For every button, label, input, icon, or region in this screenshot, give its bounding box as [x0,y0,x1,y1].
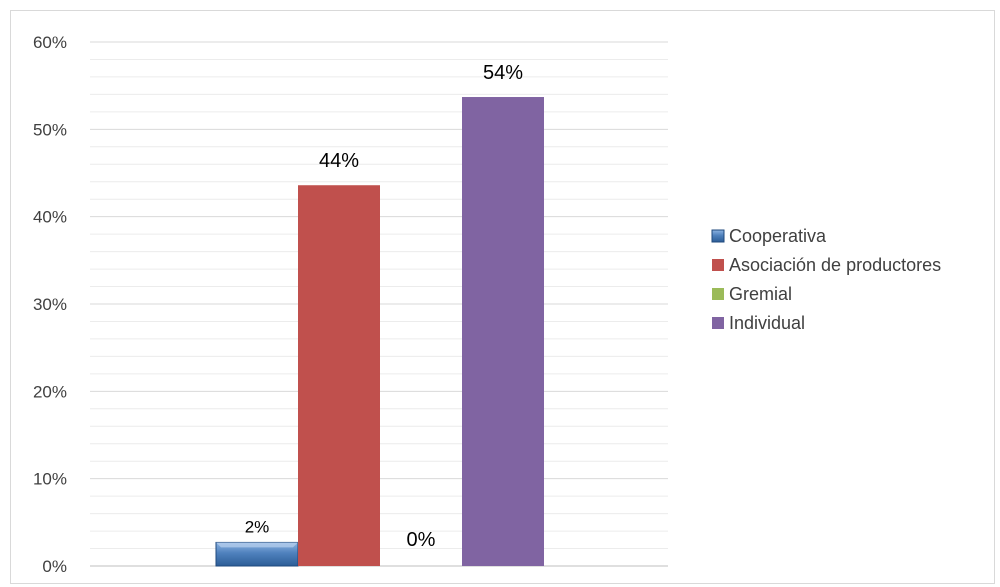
y-tick-label: 50% [33,120,67,139]
bar-asociacion [298,185,380,566]
y-tick-label: 60% [33,33,67,52]
legend-label: Cooperativa [729,226,827,246]
legend-label: Asociación de productores [729,255,941,275]
legend-swatch [712,317,724,329]
y-tick-label: 0% [42,557,67,576]
y-tick-label: 40% [33,208,67,227]
data-label: 44% [319,150,359,172]
bar-bevel-highlight [216,542,298,548]
data-label: 54% [483,62,523,84]
data-label: 0% [407,529,436,551]
legend-swatch [711,229,725,243]
y-tick-label: 30% [33,295,67,314]
legend-swatch [712,259,724,271]
data-label: 2% [245,517,270,536]
legend-swatch [712,288,724,300]
bar-individual [462,97,544,567]
legend-label: Gremial [729,284,792,304]
y-tick-label: 10% [33,470,67,489]
y-tick-label: 20% [33,382,67,401]
legend-label: Individual [729,313,805,333]
